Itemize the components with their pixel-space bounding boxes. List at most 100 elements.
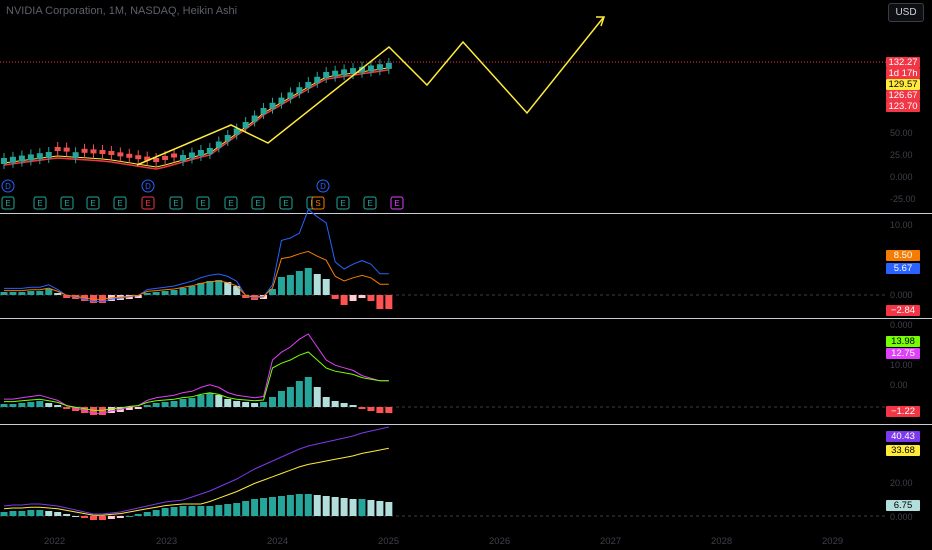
macd1-hist-bar: [54, 293, 62, 295]
earnings-marker-label: E: [5, 199, 10, 208]
dividend-marker-label: D: [5, 182, 11, 191]
macd1-hist-bar: [9, 292, 17, 295]
macd3-hist-bar: [224, 504, 232, 516]
candle: [224, 135, 231, 141]
macd3-hist-bar: [179, 506, 187, 516]
macd3-hist-bar: [9, 511, 17, 516]
pane-separator[interactable]: [0, 213, 932, 214]
pane-separator[interactable]: [0, 318, 932, 319]
candle: [367, 65, 374, 72]
macd1-hist-bar: [197, 283, 205, 295]
macd2-hist-bar: [179, 399, 187, 407]
candle: [251, 115, 258, 122]
projection-path: [136, 17, 604, 166]
macd2-hist-bar: [358, 407, 366, 409]
candle: [99, 150, 106, 154]
macd3-hist-bar: [269, 497, 276, 516]
earnings-marker-icon: [60, 196, 74, 210]
candle: [332, 70, 339, 77]
macd2-hist-bar: [90, 407, 97, 415]
macd3-hist-bar: [63, 514, 71, 516]
macd1-hist-bar: [277, 277, 285, 295]
macd2-hist-bar: [27, 402, 35, 407]
price-badge: 126.67: [886, 90, 920, 101]
macd3-hist-bar: [98, 516, 106, 520]
macd3-hist-bar: [358, 499, 366, 516]
macd3-hist-bar: [376, 501, 384, 516]
macd3-hist-bar: [18, 511, 26, 516]
macd2-hist-bar: [385, 407, 393, 413]
macd1-hist-bar: [170, 290, 178, 295]
macd2-hist-bar: [295, 381, 303, 407]
macd3-hist-bar: [340, 498, 348, 516]
earnings-marker-icon: [86, 196, 100, 210]
macd1-hist-bar: [286, 275, 294, 295]
candle: [296, 87, 303, 94]
macd1-hist-bar: [331, 295, 339, 299]
macd2-hist-bar: [98, 407, 106, 415]
x-axis-year: 2023: [156, 536, 178, 547]
macd2-hist-bar: [233, 401, 241, 407]
candle: [1, 158, 7, 164]
earnings-marker-label: E: [145, 199, 150, 208]
price-axis-label: 50.00: [890, 128, 913, 138]
candle: [108, 151, 115, 155]
macd1-hist-bar: [340, 295, 348, 305]
macd3-hist-bar: [161, 508, 169, 516]
macd1-hist-bar: [295, 271, 303, 295]
candle: [63, 147, 70, 152]
macd3-hist-bar: [295, 494, 303, 516]
earnings-marker-icon: [336, 196, 350, 210]
macd3-hist-bar: [304, 494, 312, 516]
macd2-hist-bar: [107, 407, 115, 413]
candle: [314, 76, 321, 83]
macd2-hist-bar: [36, 401, 44, 407]
macd3-fast-line: [3, 426, 389, 515]
macd1-hist-bar: [63, 295, 71, 298]
earnings-marker-label: E: [228, 199, 233, 208]
candle: [153, 158, 160, 162]
macd3-hist-bar: [116, 516, 124, 518]
dividend-marker-icon: [1, 179, 15, 193]
macd1-hist-bar: [179, 288, 187, 295]
macd3-hist-bar: [233, 503, 241, 516]
macd2-axis-label: 0.000: [890, 320, 913, 330]
macd1-hist-bar: [242, 295, 250, 298]
macd3-hist-bar: [215, 505, 223, 516]
candle: [197, 150, 204, 156]
macd1-hist-bar: [36, 291, 44, 295]
pane-separator[interactable]: [0, 424, 932, 425]
macd3-hist-bar: [286, 495, 294, 516]
earnings-marker-label: E: [340, 199, 345, 208]
macd2-hist-bar: [45, 403, 53, 407]
currency-button[interactable]: USD: [888, 3, 924, 22]
macd2-hist-bar: [188, 398, 196, 407]
macd3-hist-bar: [152, 510, 160, 516]
candle: [242, 122, 249, 128]
macd3-hist-bar: [27, 510, 35, 516]
macd3-hist-bar: [188, 506, 196, 516]
earnings-marker-icon: [279, 196, 293, 210]
earnings-marker-icon: [33, 196, 47, 210]
x-axis-year: 2029: [822, 536, 844, 547]
earnings-marker-icon: [113, 196, 127, 210]
x-axis-year: 2022: [44, 536, 66, 547]
candle: [359, 66, 365, 73]
candle: [81, 148, 88, 153]
macd2-hist-bar: [331, 401, 339, 407]
macd2-hist-bar: [197, 395, 205, 407]
earnings-marker-icon: [169, 196, 183, 210]
candle: [206, 148, 213, 154]
macd3-hist-bar: [331, 497, 339, 516]
macd2-badge: 13.98: [886, 336, 920, 347]
macd1-hist-bar: [134, 295, 142, 298]
candle: [126, 153, 133, 158]
macd1-hist-bar: [143, 293, 151, 295]
macd2-hist-bar: [215, 395, 223, 407]
earnings-marker-label: E: [394, 199, 399, 208]
macd2-axis-label: 10.00: [890, 360, 913, 370]
macd2-hist-bar: [170, 401, 178, 407]
candle: [27, 154, 34, 161]
earnings-marker-label: S: [315, 199, 320, 208]
